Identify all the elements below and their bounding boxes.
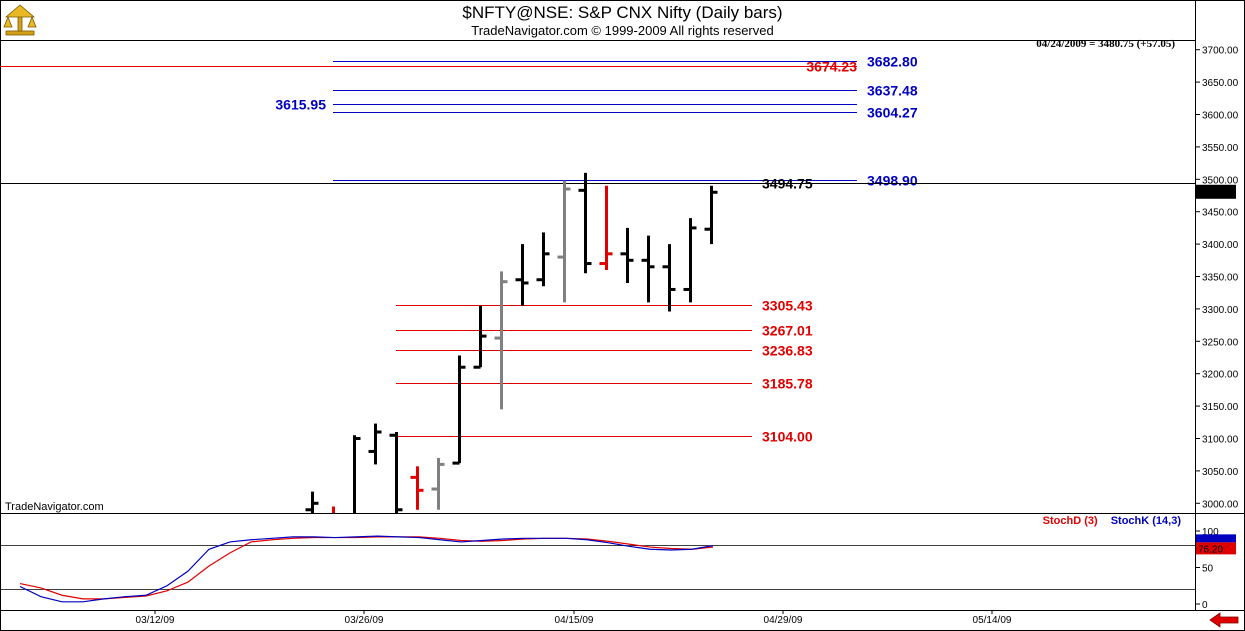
ohlc-bar [536, 232, 550, 287]
last-price-label: 3480.75 [1197, 188, 1234, 199]
ohlc-bar [431, 457, 445, 510]
ohlc-bar [410, 466, 424, 510]
level-label: 3498.90 [867, 173, 918, 189]
ohlc-bar [641, 235, 655, 303]
stoch-tick-label: 50 [1202, 564, 1214, 575]
price-tick-label: 3500.00 [1202, 175, 1239, 186]
stoch-d-last-box [1196, 542, 1236, 555]
level-label: 3637.48 [867, 83, 918, 99]
price-tick-label: 3450.00 [1202, 208, 1239, 219]
level-label: 3267.01 [762, 323, 813, 339]
x-tick-label: 04/15/09 [555, 615, 594, 626]
chart-title: $NFTY@NSE: S&P CNX Nifty (Daily bars) [462, 3, 783, 22]
price-tick-label: 3000.00 [1202, 499, 1239, 510]
ohlc-bar [305, 491, 319, 513]
price-tick-label: 3650.00 [1202, 78, 1239, 89]
ohlc-bar [557, 180, 571, 303]
legend-stoch-d: StochD (3) [1042, 515, 1098, 527]
x-tick-label: 03/26/09 [345, 615, 384, 626]
level-label: 3674.23 [806, 59, 857, 75]
watermark: TradeNavigator.com [5, 501, 104, 513]
level-label: 3185.78 [762, 376, 813, 392]
stoch-k-line [19, 535, 714, 603]
level-label: 3604.27 [867, 105, 918, 121]
stoch-tick-label: 100 [1202, 527, 1219, 538]
price-tick-label: 3050.00 [1202, 467, 1239, 478]
ohlc-bar [473, 305, 487, 369]
level-label: 3104.00 [762, 429, 813, 445]
ohlc-bar [494, 271, 508, 410]
trade-navigator-logo-icon [3, 4, 37, 36]
price-tick-label: 3250.00 [1202, 337, 1239, 348]
stoch-d-line [19, 536, 714, 600]
price-tick-label: 3350.00 [1202, 273, 1239, 284]
level-label: 3615.95 [275, 97, 326, 113]
stoch-k-last-box [1196, 534, 1236, 543]
price-tick-label: 3400.00 [1202, 240, 1239, 251]
ohlc-bar [578, 172, 592, 274]
ohlc-bar [620, 227, 634, 283]
ohlc-bar [515, 244, 529, 306]
ohlc-bar [704, 185, 718, 245]
price-tick-label: 3100.00 [1202, 434, 1239, 445]
legend-stoch-k: StochK (14,3) [1110, 515, 1181, 527]
ohlc-bar [353, 435, 361, 513]
ohlc-bar [599, 185, 613, 271]
ohlc-bar [389, 432, 403, 513]
ohlc-bar [662, 244, 676, 312]
price-tick-label: 3550.00 [1202, 143, 1239, 154]
level-label: 3305.43 [762, 298, 813, 314]
x-tick-label: 05/14/09 [973, 615, 1012, 626]
chart-subtitle: TradeNavigator.com © 1999-2009 All right… [471, 23, 774, 38]
price-tick-label: 3700.00 [1202, 46, 1239, 57]
price-readout: 04/24/2009 = 3480.75 (+57.05) [1036, 38, 1175, 50]
ohlc-bar [452, 355, 466, 465]
stoch-legend: StochD (3) StochK (14,3) [1043, 515, 1181, 527]
stoch-tick-label: 0 [1202, 600, 1208, 611]
price-tick-label: 3200.00 [1202, 370, 1239, 381]
stoch-last-label: 76.20 [1198, 544, 1223, 555]
level-label: 3682.80 [867, 54, 918, 70]
ohlc-bar [368, 423, 382, 465]
level-label: 3494.75 [762, 176, 813, 192]
price-tick-label: 3300.00 [1202, 305, 1239, 316]
ohlc-bar [683, 218, 697, 303]
last-price-box [1196, 184, 1236, 199]
x-tick-label: 03/12/09 [136, 615, 175, 626]
price-tick-label: 3150.00 [1202, 402, 1239, 413]
scroll-left-arrow-icon[interactable] [1209, 612, 1239, 628]
price-tick-label: 3600.00 [1202, 111, 1239, 122]
level-label: 3236.83 [762, 343, 813, 359]
x-tick-label: 04/29/09 [764, 615, 803, 626]
